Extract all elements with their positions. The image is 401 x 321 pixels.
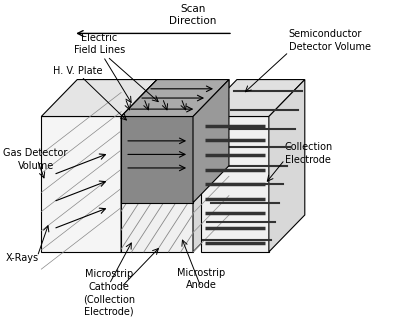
Text: H. V. Plate: H. V. Plate <box>53 66 103 76</box>
Text: Scan
Direction: Scan Direction <box>169 4 216 26</box>
Polygon shape <box>121 117 192 203</box>
Text: X-Rays: X-Rays <box>5 253 38 263</box>
Text: Collection
Electrode: Collection Electrode <box>284 142 332 165</box>
Text: Electric
Field Lines: Electric Field Lines <box>73 32 125 55</box>
Polygon shape <box>121 80 157 252</box>
Polygon shape <box>121 117 192 252</box>
Text: Semiconductor
Detector Volume: Semiconductor Detector Volume <box>288 30 370 52</box>
Text: Gas Detector
Volume: Gas Detector Volume <box>3 148 68 171</box>
Polygon shape <box>268 80 304 252</box>
Polygon shape <box>121 80 229 117</box>
Polygon shape <box>200 117 268 252</box>
Polygon shape <box>41 117 121 252</box>
Polygon shape <box>192 80 229 252</box>
Text: Microstrip
Cathode
(Collection
Electrode): Microstrip Cathode (Collection Electrode… <box>83 269 135 317</box>
Polygon shape <box>192 80 229 203</box>
Polygon shape <box>121 80 229 117</box>
Polygon shape <box>200 80 304 117</box>
Text: Microstrip
Anode: Microstrip Anode <box>176 268 225 291</box>
Polygon shape <box>41 80 157 117</box>
